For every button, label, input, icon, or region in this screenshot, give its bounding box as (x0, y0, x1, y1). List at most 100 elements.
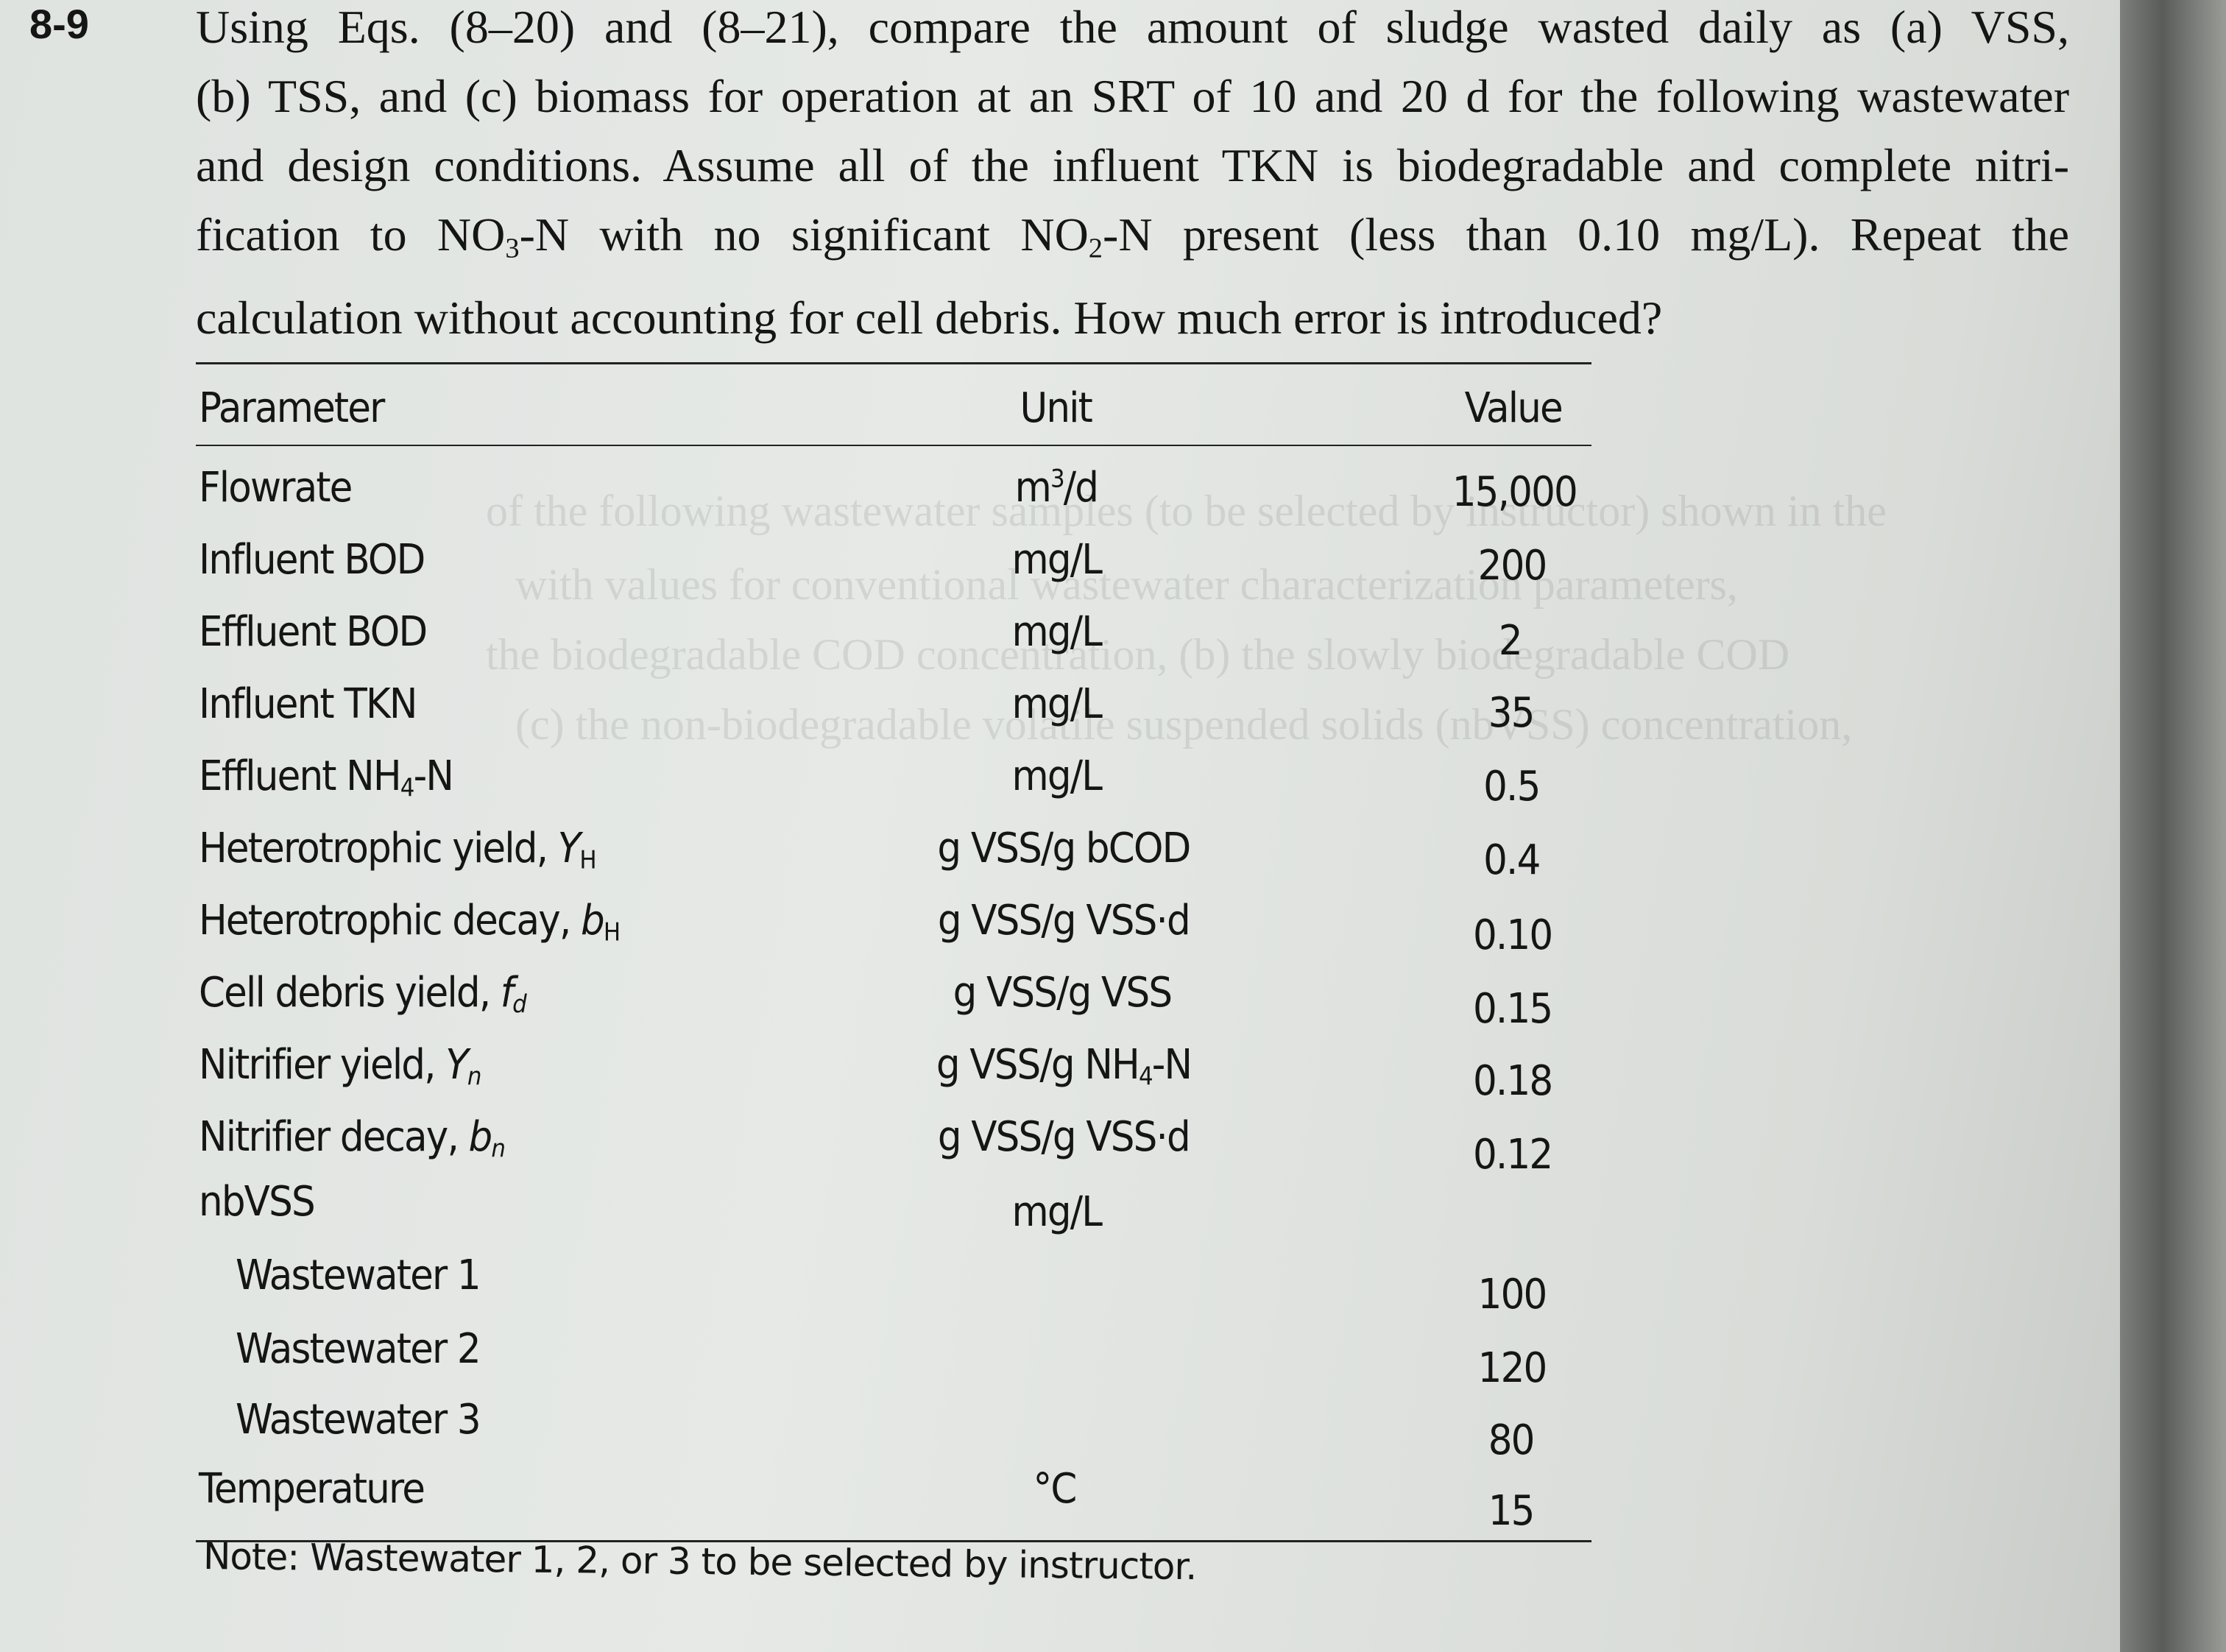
problem-line: calculation without accounting for cell … (196, 283, 2069, 353)
value-cell: 80 (1488, 1416, 1557, 1464)
parameter-label: Influent TKN (199, 680, 417, 728)
parameter-label: Flowrate (199, 464, 353, 512)
header-value-text: Value (1464, 384, 1564, 432)
parameter-subscript: d (512, 989, 527, 1019)
value-cell: 100 (1478, 1271, 1580, 1319)
unit-rest: -N (1151, 1041, 1192, 1089)
unit-cell: g VSS/g NH4-N (936, 1041, 1318, 1090)
value-text: 35 (1488, 689, 1536, 737)
parameter-name: Heterotrophic decay, bH (199, 897, 621, 947)
unit-cell: g VSS/g VSS (953, 969, 1281, 1017)
unit-main: g VSS/g VSS (953, 969, 1173, 1017)
subscript: 3 (505, 233, 520, 264)
subscript: 2 (1088, 233, 1103, 264)
unit-cell: g VSS/g bCOD (937, 825, 1316, 872)
parameter-symbol: Y (557, 825, 581, 872)
unit-cell: g VSS/g VSS·d (938, 897, 1315, 945)
book-spine-shadow (2120, 0, 2226, 1652)
header-unit-text: Unit (1020, 384, 1092, 432)
parameter-label: Cell debris yield, (199, 969, 501, 1017)
parameter-label: Heterotrophic decay, (199, 897, 581, 945)
unit-text: °C (1033, 1465, 1077, 1513)
value-cell: 0.12 (1473, 1131, 1591, 1179)
value-text: 80 (1488, 1416, 1536, 1464)
problem-number: 8-9 (29, 1, 89, 47)
parameter-symbol: b (580, 897, 605, 945)
parameter-symbol: Y (445, 1041, 468, 1089)
parameter-symbol: f (500, 969, 514, 1017)
parameter-label: Effluent BOD (199, 608, 428, 656)
parameter-name: Influent BOD (199, 536, 425, 584)
parameter-label: nbVSS (199, 1178, 316, 1226)
table-header-rule (196, 445, 1591, 446)
header-value: Value (1465, 384, 1611, 432)
problem-line: and design conditions. Assume all of the… (196, 131, 2069, 200)
value-cell: 15,000 (1452, 468, 1639, 516)
unit-text: mg/L (1011, 752, 1102, 800)
table-top-rule (196, 362, 1591, 364)
problem-line: Using Eqs. (8–20) and (8–21), compare th… (196, 0, 2069, 62)
parameter-subscript: 4 (400, 773, 415, 802)
value-text: 15 (1488, 1487, 1536, 1535)
text-segment: and design conditions. Assume all of the… (196, 139, 2069, 191)
problem-statement: Using Eqs. (8–20) and (8–21), compare th… (196, 0, 2069, 353)
text-segment: (b) TSS, and (c) biomass for operation a… (196, 70, 2069, 122)
text-segment: -N present (less than 0.10 mg/L). Repeat… (1103, 208, 2070, 261)
parameter-name: Nitrifier decay, bn (199, 1113, 506, 1162)
parameter-name: nbVSS (199, 1178, 316, 1226)
parameter-label: Wastewater 2 (236, 1325, 481, 1373)
unit-cell: °C (1033, 1465, 1098, 1513)
unit-main: mg/L (1011, 680, 1102, 728)
parameter-label-rest: -N (413, 752, 454, 800)
parameter-name: Nitrifier yield, Yn (199, 1041, 482, 1090)
parameter-label: Nitrifier yield, (199, 1041, 446, 1089)
bleed-through-text: with values for conventional wastewater … (515, 560, 1738, 609)
value-text: 0.4 (1483, 836, 1541, 884)
value-cell: 0.10 (1473, 911, 1591, 959)
parameter-label: Heterotrophic yield, (199, 825, 558, 872)
value-text: 0.5 (1483, 763, 1541, 811)
unit-text: g VSS/g NH4-N (936, 1041, 1192, 1090)
bleed-through-text: (c) the non-biodegradable volatile suspe… (515, 700, 1853, 749)
unit-text: g VSS/g VSS (953, 969, 1173, 1017)
problem-line: fication to NO3-N with no significant NO… (196, 200, 2069, 283)
parameter-label: Temperature (199, 1465, 425, 1513)
unit-superscript: 3 (1050, 464, 1065, 493)
parameter-name: Cell debris yield, fd (199, 969, 527, 1019)
unit-main: mg/L (1011, 608, 1102, 656)
parameter-name: Flowrate (199, 464, 353, 512)
parameter-label: Wastewater 3 (236, 1396, 481, 1444)
parameter-name: Influent TKN (199, 680, 417, 728)
value-cell: 0.5 (1483, 763, 1567, 811)
unit-text: mg/L (1011, 608, 1102, 656)
value-cell: 0.15 (1473, 985, 1591, 1033)
unit-main: mg/L (1011, 1188, 1102, 1236)
parameter-label: Wastewater 1 (236, 1252, 481, 1299)
parameter-name: Wastewater 1 (236, 1252, 481, 1299)
value-text: 0.12 (1472, 1131, 1553, 1179)
parameter-symbol: b (468, 1113, 493, 1161)
unit-text: m3/d (1015, 464, 1099, 512)
unit-text: mg/L (1011, 680, 1102, 728)
value-text: 100 (1477, 1271, 1548, 1319)
unit-cell: m3/d (1015, 464, 1140, 512)
bleed-through-text: the biodegradable COD concentration, (b)… (486, 630, 1790, 679)
unit-cell: mg/L (1011, 536, 1146, 584)
parameter-name: Temperature (199, 1465, 425, 1513)
unit-cell: mg/L (1011, 608, 1146, 656)
problem-line: (b) TSS, and (c) biomass for operation a… (196, 62, 2069, 131)
unit-main: g VSS/g NH (936, 1041, 1140, 1089)
unit-main: g VSS/g VSS·d (937, 1113, 1191, 1161)
unit-main: °C (1033, 1465, 1077, 1513)
parameter-name: Effluent NH4-N (199, 752, 454, 802)
value-text: 0.18 (1472, 1057, 1553, 1105)
value-cell: 15 (1488, 1487, 1557, 1535)
value-cell: 0.4 (1483, 836, 1567, 884)
parameter-label: Effluent NH (199, 752, 402, 800)
parameter-subscript: H (579, 845, 596, 875)
value-text: 15,000 (1452, 468, 1578, 516)
unit-main: mg/L (1011, 536, 1102, 584)
parameter-subscript: H (603, 917, 621, 947)
parameter-name: Heterotrophic yield, YH (199, 825, 597, 875)
unit-main: g VSS/g bCOD (937, 825, 1191, 872)
